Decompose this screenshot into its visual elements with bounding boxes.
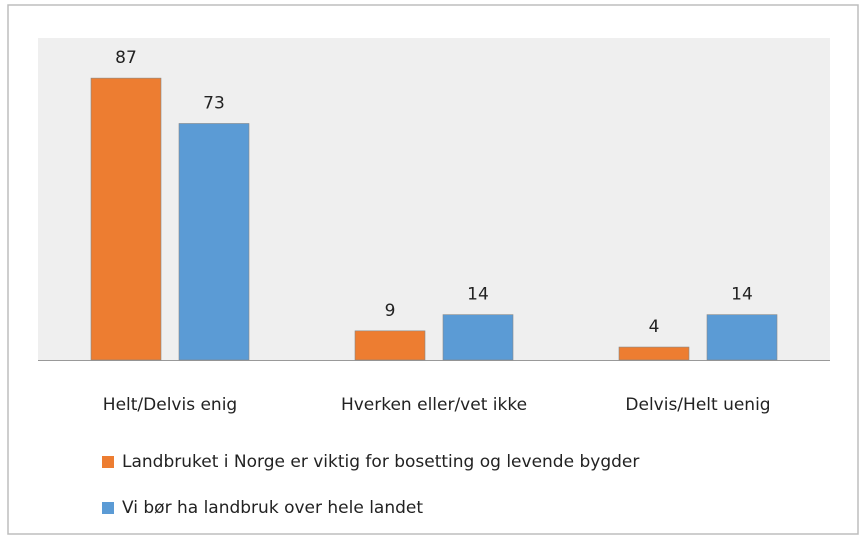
legend-label: Landbruket i Norge er viktig for bosetti… (122, 452, 639, 472)
bar (618, 346, 690, 361)
legend-swatch (102, 456, 114, 468)
legend-label: Vi bør ha landbruk over hele landet (122, 498, 423, 518)
bar (442, 314, 514, 361)
data-label: 14 (467, 285, 489, 305)
bar (706, 314, 778, 361)
bar (178, 123, 250, 361)
bar (90, 77, 162, 361)
x-tick-label: Helt/Delvis enig (103, 395, 237, 415)
x-tick-label: Hverken eller/vet ikke (341, 395, 527, 415)
data-label: 87 (115, 48, 137, 68)
bar (354, 330, 426, 361)
data-label: 73 (203, 93, 225, 113)
data-label: 4 (649, 317, 660, 337)
data-label: 14 (731, 285, 753, 305)
plot-area (38, 38, 830, 360)
data-label: 9 (385, 301, 396, 321)
legend-swatch (102, 502, 114, 514)
x-tick-label: Delvis/Helt uenig (625, 395, 770, 415)
